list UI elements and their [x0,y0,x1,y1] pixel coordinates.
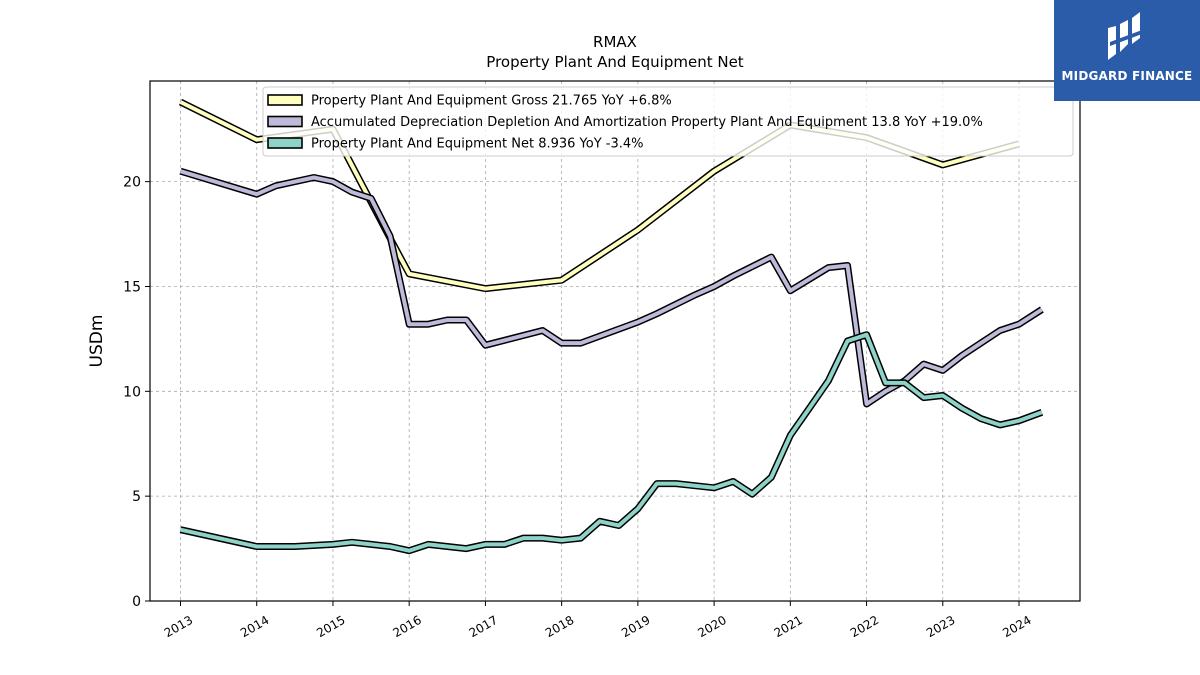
legend-label: Accumulated Depreciation Depletion And A… [311,115,983,130]
legend-label: Property Plant And Equipment Net 8.936 Y… [311,137,644,152]
x-ticks: 2013 2014 2015 2016 2017 2018 2019 2020 2021 2022… [162,601,1034,640]
y-tick-label: 15 [123,279,141,295]
logo-text: MIDGARD FINANCE [1061,69,1193,83]
x-tick-label: 2021 [772,613,805,640]
brand-logo: MIDGARD FINANCE [1054,0,1200,101]
x-tick-label: 2020 [695,613,728,640]
y-tick-label: 20 [123,175,141,191]
x-tick-label: 2016 [390,613,423,640]
logo-mark-icon [1108,12,1142,60]
x-tick-label: 2018 [543,613,576,640]
series-line-outline [179,167,1044,408]
y-tick-label: 10 [123,384,141,400]
legend-swatch [267,94,303,106]
legend: Property Plant And Equipment Gross 21.76… [262,86,1074,157]
legend-swatch [267,115,303,128]
chart-title: RMAX [593,33,637,51]
series-group [178,98,1044,555]
x-tick-label: 2022 [848,613,881,640]
y-ticks: 0 5 10 15 20 [123,175,150,610]
x-tick-label: 2017 [467,613,500,640]
legend-box [262,86,1074,157]
y-tick-label: 5 [132,489,141,505]
chart-subtitle: Property Plant And Equipment Net [486,53,743,71]
legend-swatch [267,137,303,149]
series-line [180,332,1043,553]
x-tick-label: 2013 [162,613,195,640]
x-tick-label: 2019 [619,613,652,640]
x-tick-label: 2023 [924,613,957,640]
y-tick-label: 0 [132,594,141,610]
series-line [179,169,1043,406]
x-tick-label: 2024 [1000,613,1033,640]
x-tick-label: 2014 [238,613,271,640]
y-axis-label: USDm [87,315,107,368]
plot-frame [149,80,1081,602]
legend-label: Property Plant And Equipment Gross 21.76… [311,94,672,109]
series-line-outline [179,331,1044,555]
x-tick-label: 2015 [314,613,347,640]
